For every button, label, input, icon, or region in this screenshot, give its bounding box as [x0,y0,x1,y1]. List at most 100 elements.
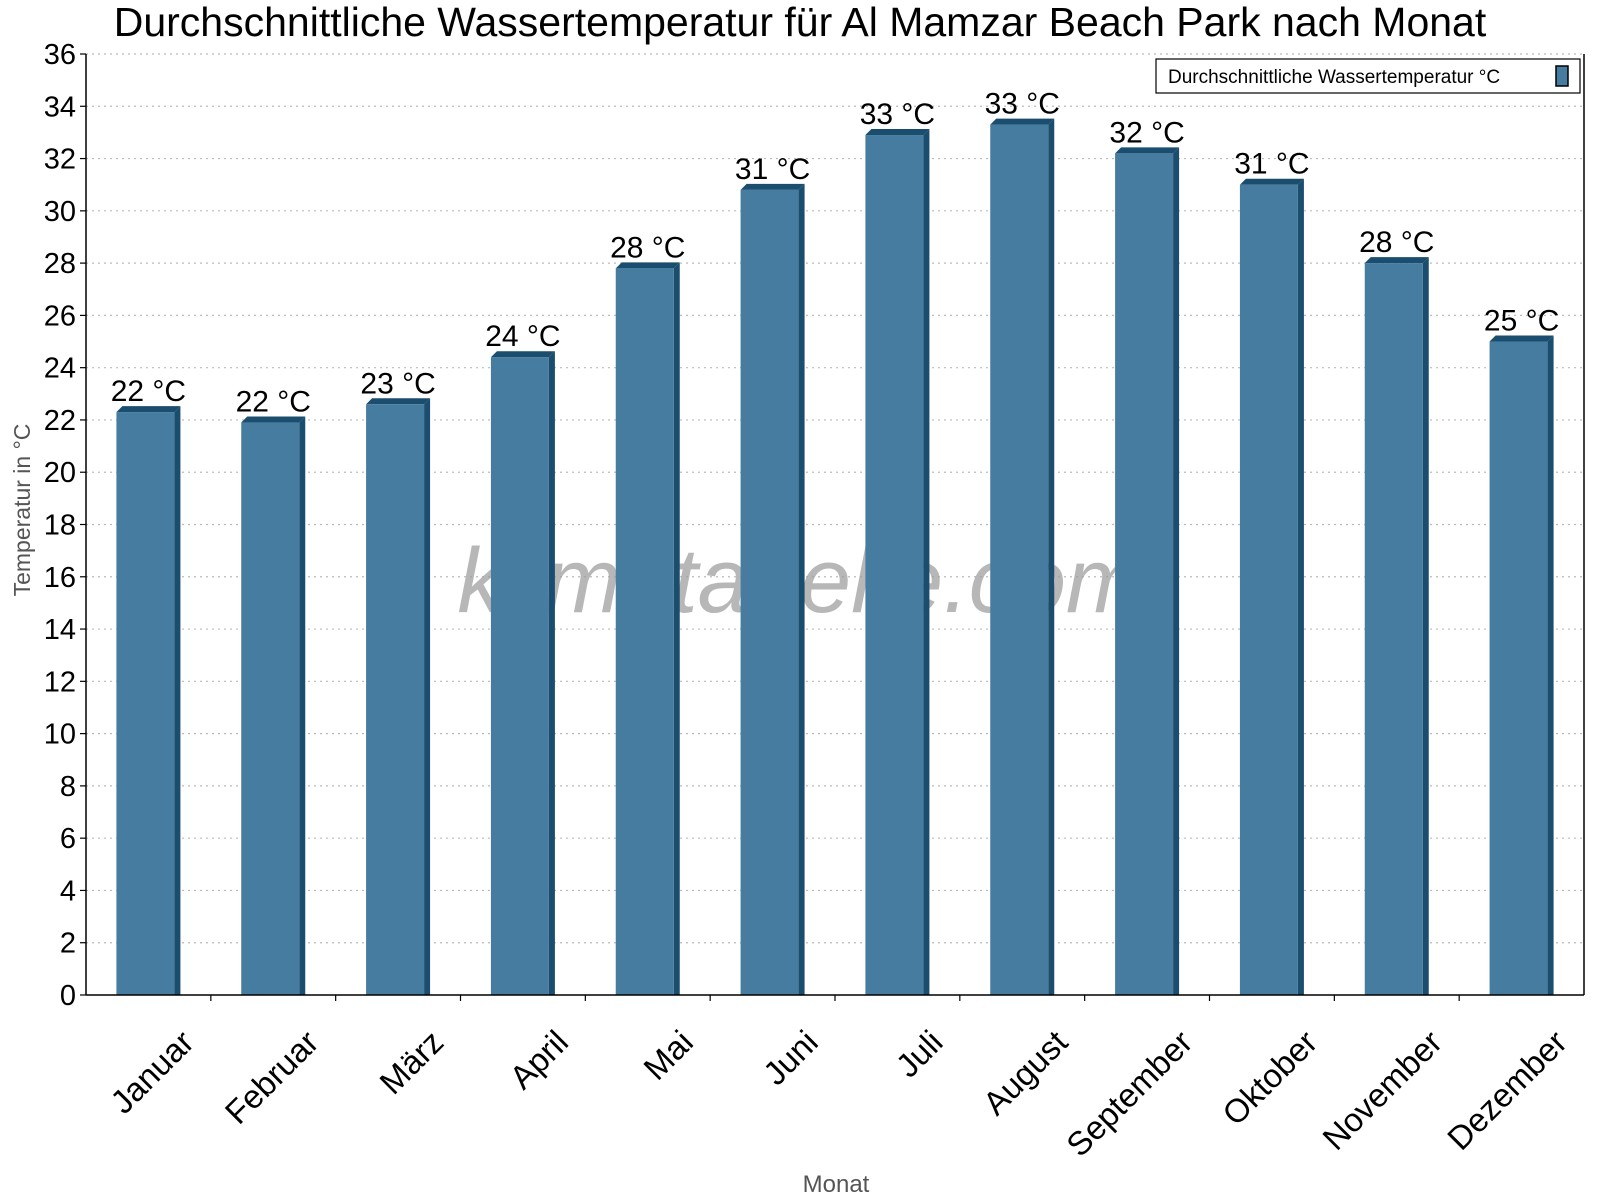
y-tick-label: 4 [60,875,76,907]
y-tick-label: 18 [44,510,76,542]
bar-side [424,398,431,995]
bar-top [615,262,680,269]
x-tick-label: Dezember [1440,1023,1574,1157]
y-tick-label: 36 [44,39,76,71]
legend: Durchschnittliche Wassertemperatur °C [1155,58,1581,94]
bar-side [1048,118,1055,995]
bar-top [865,129,930,136]
bar-4: 24 °C [485,320,561,995]
bar-side [673,262,680,996]
data-label: 24 °C [485,320,560,353]
x-tick-label: August [976,1023,1075,1122]
bar [1115,153,1174,996]
y-axis-label: Temperatur in °C [9,424,35,597]
data-label: 31 °C [1234,148,1309,181]
gridlines [86,53,1584,944]
bar-6: 31 °C [735,153,810,995]
bar-side [299,416,306,995]
y-tick-label: 10 [44,719,76,751]
bar-top [490,351,555,358]
y-tick-label: 0 [60,980,76,1012]
bar-3: 23 °C [360,367,436,995]
y-tick-label: 2 [60,928,76,960]
bar [116,412,175,995]
bar-10: 31 °C [1234,148,1310,995]
x-tick-label: Juni [756,1023,825,1092]
x-tick-label: Februar [218,1023,326,1131]
bar-side [1422,257,1429,996]
bar-side [798,183,805,995]
y-tick-label: 22 [44,405,76,437]
bar [490,357,549,995]
data-label: 28 °C [610,231,685,264]
bar-side [1547,335,1554,995]
data-label: 32 °C [1109,116,1184,149]
legend-swatch [1555,65,1569,87]
bar-side [548,351,555,995]
y-tick-label: 8 [60,771,76,803]
bar-2: 22 °C [236,386,311,995]
bar-top [241,416,306,423]
x-tick-label: Januar [103,1023,201,1121]
bar [1489,341,1548,995]
data-label: 23 °C [360,367,435,400]
x-tick-label: September [1059,1023,1199,1163]
bar-8: 33 °C [985,88,1060,995]
x-tick-label: Mai [636,1023,700,1087]
bar-top [740,183,805,190]
bar-top [1489,335,1554,342]
x-tick-label: März [372,1023,450,1101]
y-tick-label: 34 [44,91,76,123]
bar [865,135,924,996]
bar-5: 28 °C [610,231,685,996]
bar-top [990,118,1055,125]
bar-9: 32 °C [1109,116,1185,996]
bar-top [1239,178,1304,185]
y-tick-label: 30 [44,196,76,228]
x-tick-label: Oktober [1215,1023,1324,1132]
data-label: 22 °C [111,375,186,408]
bar-side [1297,178,1304,995]
y-tick-label: 12 [44,666,76,698]
data-label: 33 °C [985,88,1060,121]
x-tick-label: November [1315,1023,1449,1157]
legend-box [1155,58,1581,94]
bar-1: 22 °C [111,375,186,995]
y-tick-label: 14 [44,614,76,646]
y-tick-label: 16 [44,562,76,594]
y-tick-label: 6 [60,823,76,855]
y-tick-label: 28 [44,248,76,280]
bar [241,422,300,995]
bar-7: 33 °C [860,98,935,996]
bar-top [366,398,431,405]
bar-top [1115,147,1180,154]
data-label: 28 °C [1359,226,1434,259]
y-tick-label: 26 [44,300,76,332]
bar [1239,184,1298,995]
data-label: 33 °C [860,98,935,131]
bar [990,124,1049,995]
bar [1364,263,1423,996]
x-axis-label: Monat [803,1171,870,1198]
bar-side [1173,147,1180,996]
bar [740,189,799,995]
y-tick-label: 20 [44,457,76,489]
x-tick-label: Juli [889,1023,950,1084]
data-label: 25 °C [1484,305,1559,338]
legend-label: Durchschnittliche Wassertemperatur °C [1168,67,1500,88]
bar [615,268,674,996]
data-label: 22 °C [236,386,311,419]
bar-side [174,406,181,995]
chart-title: Durchschnittliche Wassertemperatur für A… [114,0,1487,45]
bar-11: 28 °C [1359,226,1434,996]
bar-top [116,406,181,413]
y-tick-label: 24 [44,353,76,385]
bar [366,404,425,995]
bar-12: 25 °C [1484,305,1559,995]
y-tick-label: 32 [44,144,76,176]
x-tick-label: April [502,1023,575,1096]
bars: 22 °C 22 °C 23 °C 24 °C 28 °C 31 °C 33 °C 33 °C… [111,88,1559,996]
bar-side [923,129,930,996]
